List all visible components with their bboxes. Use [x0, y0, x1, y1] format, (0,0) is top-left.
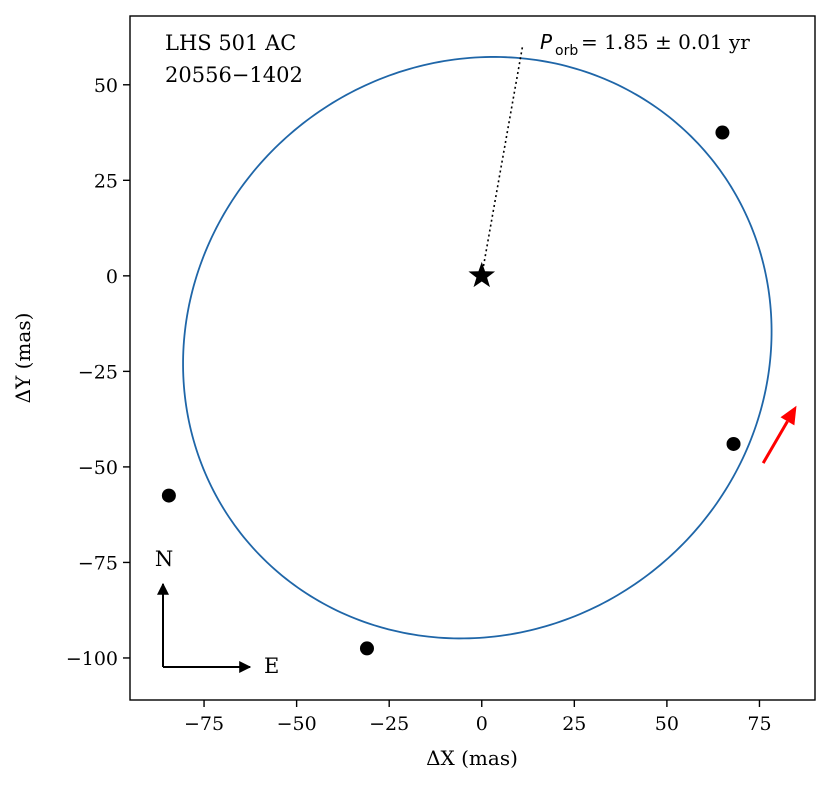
observation-points: [161, 125, 741, 656]
compass-rose: N E: [155, 547, 280, 678]
observation-point-3: [161, 488, 176, 503]
motion-direction-arrow: [761, 405, 797, 464]
y-tick-label: −50: [78, 457, 118, 479]
y-tick-label: −25: [78, 361, 118, 383]
y-tick-label: 0: [106, 266, 118, 288]
periastron-line: [480, 46, 524, 276]
x-axis-label: ΔX (mas): [426, 746, 518, 770]
y-axis-label: ΔY (mas): [11, 313, 35, 404]
y-axis-ticks: −100 −75 −50 −25 0 25 50: [66, 75, 130, 670]
primary-star-marker: [468, 261, 496, 288]
x-tick-label: 50: [655, 713, 679, 735]
y-tick-label: 50: [94, 75, 118, 97]
motion-arrow-head: [780, 405, 797, 426]
plot-area: [161, 46, 797, 656]
x-tick-label: −50: [277, 713, 317, 735]
compass-north-label: N: [155, 547, 173, 571]
plot-frame: [129, 15, 816, 701]
orbit-ellipse: [182, 56, 773, 640]
x-tick-label: 75: [747, 713, 771, 735]
x-tick-label: 0: [476, 713, 488, 735]
period-annotation: P orb = 1.85 ± 0.01 yr: [540, 30, 750, 59]
observation-point-2: [726, 436, 741, 451]
x-tick-label: −75: [184, 713, 224, 735]
x-tick-label: 25: [562, 713, 586, 735]
y-tick-label: 25: [94, 170, 118, 192]
period-subscript: orb: [555, 43, 578, 59]
x-axis-ticks: −75 −50 −25 0 25 50 75: [184, 700, 772, 735]
observation-point-4: [359, 641, 374, 656]
period-symbol: P: [540, 30, 553, 54]
period-value: = 1.85 ± 0.01 yr: [581, 30, 750, 54]
x-tick-label: −25: [369, 713, 409, 735]
y-tick-label: −75: [78, 552, 118, 574]
compass-east-label: E: [264, 654, 279, 678]
observation-point-1: [715, 125, 730, 140]
y-tick-label: −100: [66, 648, 118, 670]
motion-arrow-shaft: [761, 420, 789, 464]
system-id-label: 20556−1402: [165, 63, 303, 87]
system-name-label: LHS 501 AC: [165, 31, 296, 55]
